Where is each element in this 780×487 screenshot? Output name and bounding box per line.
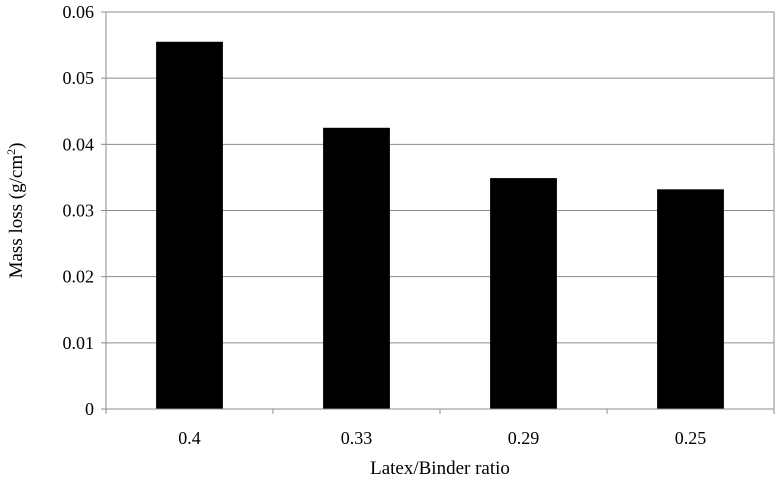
x-tick-label: 0.33 xyxy=(341,428,373,448)
y-tick-label: 0.01 xyxy=(63,333,95,353)
x-tick-label: 0.29 xyxy=(508,428,540,448)
y-axis-label-superscript: 2 xyxy=(4,149,18,155)
y-tick-label: 0.02 xyxy=(63,267,95,287)
bar xyxy=(323,127,390,410)
y-tick-label: 0.04 xyxy=(63,134,95,154)
y-tick-label: 0 xyxy=(85,399,94,419)
x-tick-label: 0.25 xyxy=(675,428,707,448)
y-tick-label: 0.06 xyxy=(63,2,95,22)
y-tick-label: 0.05 xyxy=(63,68,95,88)
plot-area-frame xyxy=(105,11,775,410)
bar xyxy=(490,178,557,409)
bar xyxy=(657,189,724,409)
x-axis-label: Latex/Binder ratio xyxy=(370,458,510,479)
x-axis-tick-labels: 0.4 0.33 0.29 0.25 xyxy=(178,428,706,448)
y-axis-label-end: ) xyxy=(6,143,27,149)
y-axis-label: Mass loss (g/cm2) xyxy=(4,143,27,279)
y-axis-label-main: Mass loss (g/cm xyxy=(6,155,27,279)
bars xyxy=(156,41,724,410)
y-tick-label: 0.03 xyxy=(63,201,95,221)
x-tick-label: 0.4 xyxy=(178,428,201,448)
y-axis-tick-labels: 0 0.01 0.02 0.03 0.04 0.05 0.06 xyxy=(63,2,95,419)
bar xyxy=(156,41,223,410)
